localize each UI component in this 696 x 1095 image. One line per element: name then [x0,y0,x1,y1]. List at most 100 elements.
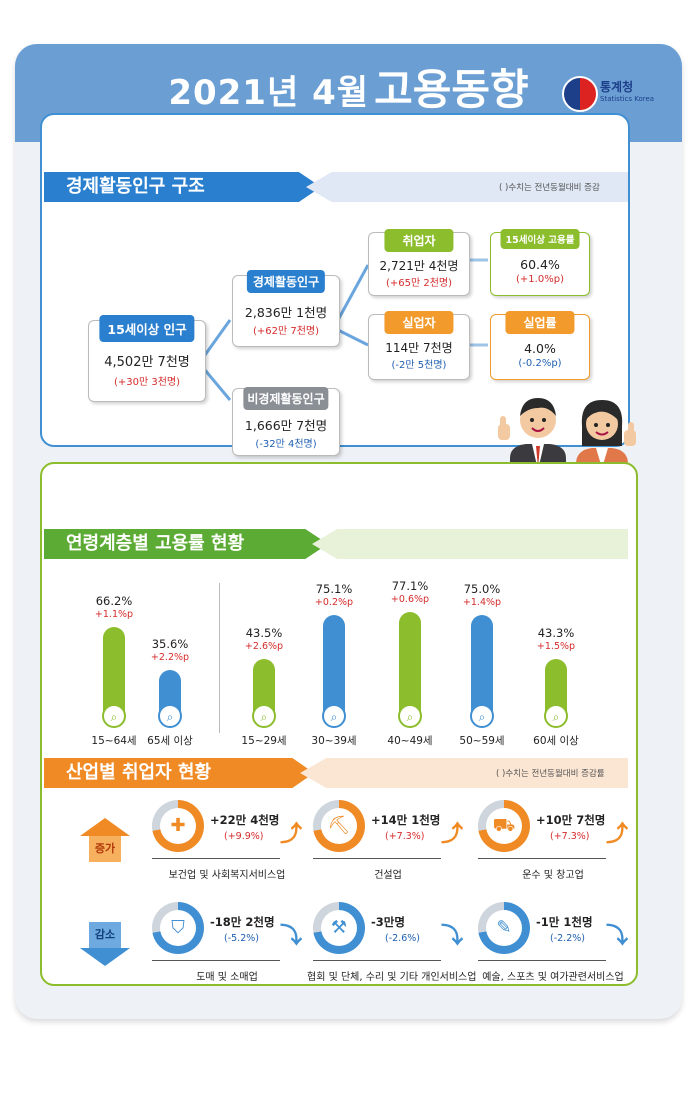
document-search-icon: ⌕ [102,704,126,728]
value-label-2: 43.5% [245,626,283,641]
change-label-4: +0.6%p [390,594,430,605]
category-label-3: 30~39세 [311,735,357,747]
excavator-ring: ⛏ [313,800,365,852]
industry-section-title: 산업별 취업자 현황 [44,758,314,788]
palette-ring: ✎ [478,902,530,954]
employed-box: 취업자 2,721만 4천명 (+65만 2천명) [368,229,470,296]
industry-name: 건설업 [374,870,402,881]
chart-divider [219,583,220,733]
active-change: (+62만 7천명) [252,326,320,337]
industry-name: 예술, 스포츠 및 여가관련서비스업 [482,972,624,983]
industry-value: -18만 2천명 [210,915,275,929]
industry-underline [313,858,441,859]
decrease-badge: 감소 [80,922,130,966]
truck-icon: ⛟ [486,808,522,844]
change-label-1: +2.2%p [150,652,190,664]
industry-underline [152,960,280,961]
trend-down-arrow-icon: ⤵ [280,924,303,949]
industry-underline [478,858,606,859]
industry-value: +14만 1천명 [371,813,441,827]
structure-note: ( )수치는 전년동월대비 증감 [499,183,600,193]
unemployed-label: 실업자 [384,311,454,334]
unemployed-value: 114만 7천명 [385,341,453,355]
unemployed-box: 실업자 114만 7천명 (-2만 5천명) [368,311,470,380]
industry-value: +22만 4천명 [210,813,280,827]
down-arrow-icon [80,948,130,966]
industry-underline [313,960,441,961]
document-search-icon: ⌕ [322,704,346,728]
change-label-3: +0.2%p [314,596,354,608]
category-label-1: 65세 이상 [147,735,193,747]
industry-change: (+7.3%) [385,831,425,842]
logo-korean: 통계청 [600,80,634,94]
value-label-4: 77.1% [391,579,429,593]
value-label-0: 66.2% [95,594,133,609]
industry-change: (-2.6%) [385,933,420,944]
title-period: 2021년 4월 [168,73,370,113]
statistics-korea-logo: 통계청 Statistics Korea [562,74,662,112]
industry-note: ( )수치는 전년동월대비 증감률 [496,769,605,779]
emp-rate-label: 15세이상 고용률 [500,229,580,249]
age-section-title: 연령계층별 고용률 현황 [44,529,328,559]
pop15-value: 4,502만 7천명 [104,355,190,370]
change-label-2: +2.6%p [244,641,284,653]
up-arrow-icon [80,818,130,836]
industry-underline [152,858,280,859]
pop15-box: 15세이상 인구 4,502만 7천명 (+30만 3천명) [88,315,206,402]
medical-kit-ring: ✚ [152,800,204,852]
structure-section-title: 경제활동인구 구조 [44,172,321,202]
industry-name: 협회 및 단체, 수리 및 기타 개인서비스업 [307,972,477,983]
bar-3 [323,614,345,720]
increase-label: 증가 [89,836,121,862]
industry-name: 보건업 및 사회복지서비스업 [168,870,286,881]
unemp-rate-value: 4.0% [524,341,556,356]
category-label-6: 60세 이상 [533,735,579,747]
change-label-5: +1.4%p [462,596,502,608]
unemp-rate-change: (-0.2%p) [518,358,562,369]
emp-rate-value: 60.4% [520,257,560,272]
value-label-3: 75.1% [315,581,353,596]
category-label-5: 50~59세 [459,735,505,747]
medical-kit-icon: ✚ [160,808,196,844]
industry-change: (+7.3%) [550,831,590,842]
page-title: 2021년 4월 고용동향 [15,56,682,117]
industry-section-tail [300,758,628,788]
change-label-0: +1.1%p [94,609,134,621]
active-label: 경제활동인구 [246,270,326,293]
palette-icon: ✎ [486,910,522,946]
taegeuk-icon [562,76,598,112]
active-value: 2,836만 1천명 [244,305,328,320]
pop15-label: 15세이상 인구 [99,315,195,342]
category-label-0: 15~64세 [91,735,137,747]
industry-name: 운수 및 창고업 [522,870,584,881]
trend-up-arrow-icon: ⤴ [441,822,464,847]
industry-change: (-5.2%) [224,933,259,944]
employed-label: 취업자 [384,229,454,252]
wrench-icon: ⚒ [321,910,357,946]
industry-section-bar: 산업별 취업자 현황 ( )수치는 전년동월대비 증감률 [44,758,628,788]
employed-change: (+65만 2천명) [385,278,453,289]
age-section-tail [312,529,628,559]
industry-name: 도매 및 소매업 [196,972,258,983]
pop15-change: (+30만 3천명) [113,377,181,388]
inactive-box: 비경제활동인구 1,666만 7천명 (-32만 4천명) [232,387,340,456]
value-label-1: 35.6% [151,637,189,652]
inactive-change: (-32만 4천명) [255,439,317,450]
emp-rate-change: (+1.0%p) [516,274,564,285]
trend-down-arrow-icon: ⤵ [606,924,629,949]
inactive-label: 비경제활동인구 [243,387,329,410]
document-search-icon: ⌕ [252,704,276,728]
trend-down-arrow-icon: ⤵ [441,924,464,949]
basket-icon: ⛉ [160,910,196,946]
unemployed-change: (-2만 5천명) [391,360,447,371]
industry-underline [478,960,606,961]
category-label-4: 40~49세 [387,735,433,747]
unemp-rate-box: 실업률 4.0% (-0.2%p) [490,311,590,380]
bar-4 [399,612,421,720]
document-search-icon: ⌕ [544,704,568,728]
logo-english: Statistics Korea [600,95,655,103]
change-label-6: +1.5%p [536,641,576,653]
industry-value: -1만 1천명 [536,915,593,929]
bar-0 [103,627,125,720]
industry-value: -3만명 [371,915,405,929]
